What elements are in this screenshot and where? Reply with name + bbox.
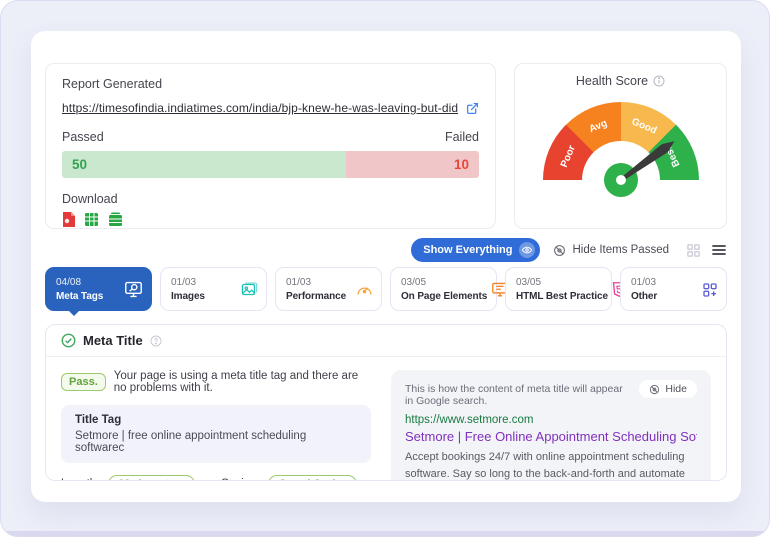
tab-count: 01/03	[286, 277, 312, 288]
pass-badge: Pass.	[61, 373, 106, 391]
tab-performance[interactable]: 01/03 Performance	[275, 267, 382, 311]
tab-html-best-practice[interactable]: 03/05 HTML Best Practice	[505, 267, 627, 311]
failed-label: Failed	[444, 130, 479, 144]
report-generated-label: Report Generated	[62, 77, 163, 91]
length-value-badge: 62 characters	[108, 475, 195, 480]
images-icon	[241, 281, 258, 298]
title-tag-value: Setmore | free online appointment schedu…	[75, 430, 307, 454]
question-icon[interactable]	[150, 335, 162, 347]
info-icon[interactable]	[653, 75, 665, 87]
eye-icon	[519, 242, 536, 258]
preview-caption: This is how the content of meta title wi…	[405, 383, 623, 407]
health-score-title: Health Score	[575, 74, 649, 88]
casing-label: Casing-	[221, 478, 261, 480]
preview-title-link[interactable]: Setmore | Free Online Appointment Schedu…	[405, 429, 697, 444]
preview-url: https://www.setmore.com	[405, 414, 534, 426]
passed-bar-segment: 50	[62, 151, 346, 178]
download-pdf-icon[interactable]	[62, 212, 75, 227]
tab-count: 04/08	[56, 277, 82, 288]
category-tabs: 04/08 Meta Tags 01/03 Images 01/03 Perfo…	[45, 267, 727, 316]
tab-label: Other	[631, 291, 658, 302]
eye-off-icon	[553, 244, 566, 257]
health-gauge: Poor Avg Good Best	[542, 102, 699, 258]
tab-label: On Page Elements	[401, 291, 488, 302]
hide-preview-label: Hide	[665, 383, 687, 395]
check-circle-icon	[61, 333, 76, 348]
pass-fail-bar: 50 10	[62, 151, 479, 178]
title-tag-box: Title Tag Setmore | free online appointm…	[61, 405, 371, 463]
main-card: Report Generated https://timesofindia.in…	[31, 31, 741, 502]
casing-value-badge: Camel Casing	[268, 475, 358, 480]
tab-count: 01/03	[171, 277, 197, 288]
passed-label: Passed	[62, 130, 104, 144]
hide-preview-button[interactable]: Hide	[639, 380, 697, 398]
meta-tags-icon	[124, 281, 143, 298]
report-panel: Report Generated https://timesofindia.in…	[45, 63, 496, 229]
pass-description: Your page is using a meta title tag and …	[113, 370, 359, 394]
meta-title-heading: Meta Title	[83, 333, 143, 348]
tab-meta-tags[interactable]: 04/08 Meta Tags	[45, 267, 152, 316]
download-label: Download	[62, 192, 118, 206]
other-grid-plus-icon	[702, 282, 718, 298]
external-link-icon[interactable]	[466, 102, 479, 115]
meta-title-card: Meta Title Pass. Your page is using a me…	[45, 324, 727, 481]
failed-count: 10	[453, 157, 469, 172]
tab-label: HTML Best Practice	[516, 291, 608, 302]
tab-label: Performance	[286, 291, 347, 302]
tab-count: 03/05	[401, 277, 427, 288]
eye-off-icon	[649, 384, 660, 395]
show-everything-label: Show Everything	[423, 244, 513, 256]
google-preview-box: This is how the content of meta title wi…	[391, 370, 711, 480]
download-csv-icon[interactable]	[108, 212, 123, 227]
gauge-hub-dot	[615, 175, 626, 185]
list-view-icon[interactable]	[711, 243, 727, 257]
tab-count: 03/05	[516, 277, 542, 288]
tab-other[interactable]: 01/03 Other	[620, 267, 727, 311]
title-tag-label: Title Tag	[75, 414, 122, 426]
health-score-panel: Health Score Poor Avg Good Best 80	[514, 63, 727, 258]
show-everything-button[interactable]: Show Everything	[411, 238, 541, 262]
preview-description: Accept bookings 24/7 with online appoint…	[405, 451, 686, 480]
report-url-link[interactable]: https://timesofindia.indiatimes.com/indi…	[62, 101, 458, 115]
length-label: Length-	[61, 478, 100, 480]
failed-bar-segment: 10	[345, 151, 479, 178]
grid-view-icon[interactable]	[686, 243, 701, 258]
passed-count: 50	[72, 157, 88, 172]
tab-count: 01/03	[631, 277, 657, 288]
tab-label: Images	[171, 291, 205, 302]
tab-on-page-elements[interactable]: 03/05 On Page Elements	[390, 267, 509, 311]
tab-label: Meta Tags	[56, 291, 104, 302]
stacked-page-edge	[1, 531, 769, 536]
performance-icon	[356, 282, 373, 297]
download-xls-icon[interactable]	[84, 212, 99, 227]
tab-images[interactable]: 01/03 Images	[160, 267, 267, 311]
